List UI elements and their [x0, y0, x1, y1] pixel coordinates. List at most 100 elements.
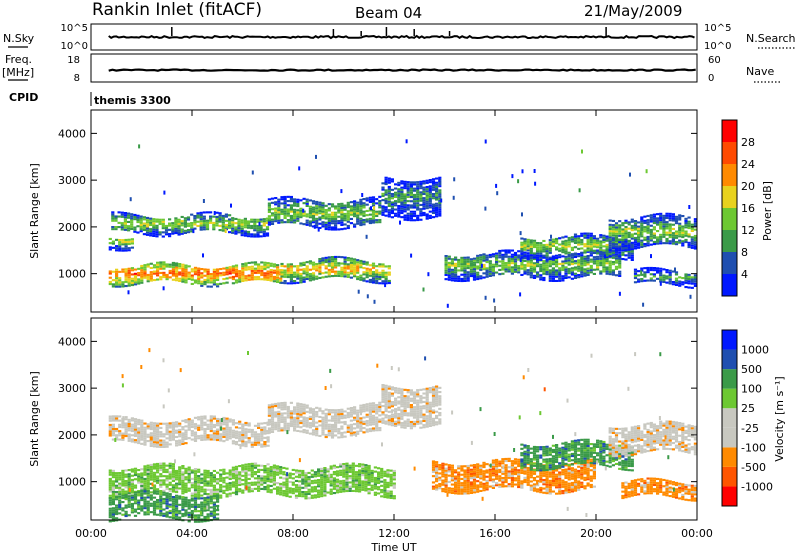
data-cell: [111, 495, 115, 498]
data-cell: [193, 416, 198, 419]
data-cell: [428, 185, 432, 188]
data-cell: [397, 190, 401, 193]
data-cell: [121, 478, 125, 481]
data-cell: [124, 422, 128, 425]
data-cell: [482, 257, 486, 260]
data-cell: [633, 236, 638, 239]
data-cell: [583, 255, 587, 258]
data-cell: [193, 474, 198, 477]
data-cell: [488, 264, 492, 267]
data-cell: [394, 200, 398, 203]
data-cell: [234, 430, 239, 433]
data-cell: [280, 427, 284, 430]
data-cell: [329, 488, 333, 491]
data-cell: [573, 276, 578, 279]
data-cell: [311, 217, 316, 220]
data-cell: [323, 485, 327, 488]
data-cell: [390, 197, 394, 200]
data-cell: [390, 205, 394, 208]
data-cell: [115, 493, 119, 496]
data-cell: [171, 467, 175, 470]
data-cell: [260, 475, 264, 478]
data-cell: [305, 204, 309, 207]
data-cell: [431, 411, 436, 414]
data-cell: [149, 230, 153, 233]
data-cell: [368, 196, 372, 199]
data-cell: [263, 465, 267, 468]
data-cell: [397, 192, 401, 195]
data-cell: [412, 408, 417, 411]
data-cell: [520, 267, 524, 270]
data-cell: [115, 415, 119, 418]
data-cell: [289, 414, 293, 417]
data-cell: [425, 192, 429, 195]
data-cell: [152, 226, 156, 229]
data-cell: [346, 424, 350, 427]
data-cell: [143, 264, 147, 267]
data-cell: [349, 419, 353, 422]
data-cell: [159, 422, 163, 425]
data-cell: [618, 247, 622, 250]
data-cell: [394, 408, 398, 411]
data-cell: [140, 267, 144, 270]
data-cell: [567, 257, 571, 260]
data-cell: [193, 433, 198, 436]
data-cell: [633, 277, 638, 280]
data-cell: [289, 273, 293, 276]
data-cell: [690, 236, 694, 239]
data-cell: [596, 239, 600, 242]
data-cell: [263, 272, 267, 275]
power-colorbar-swatch: [722, 252, 737, 274]
data-cell: [177, 220, 181, 223]
data-cell: [329, 478, 333, 481]
data-cell: [140, 476, 144, 479]
data-cell: [510, 272, 514, 275]
data-cell: [431, 178, 436, 181]
data-cell: [567, 239, 571, 242]
data-cell: [311, 408, 316, 411]
data-cell: [289, 410, 293, 413]
data-cell: [279, 472, 283, 475]
data-cell: [419, 422, 423, 425]
data-cell: [387, 179, 391, 182]
data-cell: [299, 211, 303, 214]
data-cell: [495, 271, 499, 274]
data-cell: [234, 268, 239, 271]
data-cell: [202, 222, 206, 225]
data-cell: [523, 259, 527, 262]
data-cell: [394, 195, 398, 198]
data-cell: [605, 243, 609, 246]
data-cell: [375, 279, 379, 282]
data-cell: [378, 206, 382, 209]
data-cell: [317, 485, 321, 488]
noise-cell: [578, 188, 581, 193]
data-cell: [118, 277, 122, 280]
data-cell: [263, 276, 267, 279]
data-cell: [197, 282, 201, 285]
data-cell: [608, 253, 612, 256]
data-cell: [428, 179, 432, 182]
data-cell: [460, 258, 464, 261]
data-cell: [161, 235, 165, 238]
data-cell: [234, 275, 239, 278]
data-cell: [118, 488, 122, 491]
data-cell: [542, 266, 546, 269]
data-cell: [228, 484, 232, 487]
data-cell: [419, 420, 423, 423]
data-cell: [142, 218, 146, 221]
data-cell: [190, 425, 194, 428]
data-cell: [362, 214, 366, 217]
data-cell: [279, 482, 283, 485]
data-cell: [409, 397, 413, 400]
data-cell: [687, 224, 691, 227]
data-cell: [337, 428, 341, 431]
data-cell: [212, 430, 216, 433]
data-cell: [656, 238, 660, 241]
data-cell: [190, 432, 194, 435]
data-cell: [428, 414, 432, 417]
data-cell: [282, 466, 286, 469]
data-cell: [656, 277, 660, 280]
data-cell: [330, 268, 335, 271]
data-cell: [365, 199, 369, 202]
data-cell: [193, 268, 198, 271]
